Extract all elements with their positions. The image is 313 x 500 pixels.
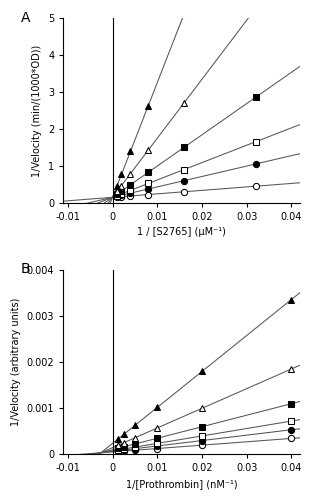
Text: B: B	[21, 262, 30, 276]
X-axis label: 1 / [S2765] (μM⁻¹): 1 / [S2765] (μM⁻¹)	[137, 228, 226, 237]
Y-axis label: 1/Velocity (arbitrary units): 1/Velocity (arbitrary units)	[11, 298, 21, 426]
X-axis label: 1/[Prothrombin] (nM⁻¹): 1/[Prothrombin] (nM⁻¹)	[126, 479, 238, 489]
Text: A: A	[21, 10, 30, 24]
Y-axis label: 1/Velocity (min/(1000*OD)): 1/Velocity (min/(1000*OD))	[33, 44, 43, 176]
